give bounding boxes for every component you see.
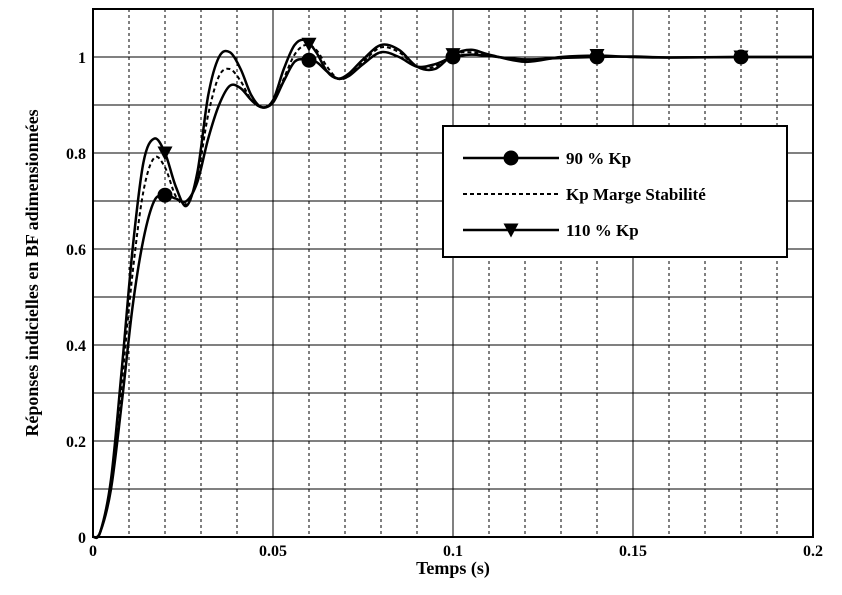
series-2 <box>92 43 814 539</box>
axis-ticks: 0 0.05 0.1 0.15 0.2 0 0.2 0.4 0.6 0.8 1 <box>66 50 823 560</box>
legend-entry: 90 % Kp <box>463 149 631 168</box>
legend-box <box>442 125 788 258</box>
legend-label: 90 % Kp <box>566 149 631 168</box>
y-tick-label: 0 <box>78 530 86 547</box>
triangle-down-marker <box>157 146 173 161</box>
x-tick-label: 0.05 <box>259 543 287 560</box>
y-axis-title: Réponses indicielles en BF adimensionnée… <box>22 109 42 436</box>
circle-marker <box>301 52 317 68</box>
y-tick-label: 0.6 <box>66 242 86 259</box>
series-3 <box>92 37 814 540</box>
triangle-down-marker <box>589 49 605 64</box>
legend: 90 % Kp Kp Marge Stabilité 110 % Kp <box>442 125 788 258</box>
legend-entry: 110 % Kp <box>463 221 639 240</box>
triangle-down-marker <box>301 37 317 52</box>
y-tick-label: 0.4 <box>66 338 86 355</box>
circle-marker <box>157 187 173 203</box>
series-line <box>92 43 814 539</box>
series-line <box>92 38 814 540</box>
legend-entry: Kp Marge Stabilité <box>463 185 706 204</box>
triangle-down-marker <box>503 223 519 238</box>
legend-label: 110 % Kp <box>566 221 639 240</box>
circle-marker <box>503 150 519 166</box>
x-tick-label: 0.2 <box>803 543 823 560</box>
plot-series <box>92 37 814 540</box>
y-tick-label: 1 <box>78 50 86 67</box>
y-tick-label: 0.2 <box>66 434 86 451</box>
triangle-down-marker <box>733 50 749 65</box>
plot-frame <box>92 8 814 538</box>
x-tick-label: 0.1 <box>443 543 463 560</box>
grid <box>92 9 814 538</box>
y-tick-label: 0.8 <box>66 146 86 163</box>
x-tick-label: 0.15 <box>619 543 647 560</box>
x-tick-label: 0 <box>89 543 97 560</box>
triangle-down-marker <box>445 48 461 63</box>
x-axis-title: Temps (s) <box>416 558 490 579</box>
legend-label: Kp Marge Stabilité <box>566 185 706 204</box>
